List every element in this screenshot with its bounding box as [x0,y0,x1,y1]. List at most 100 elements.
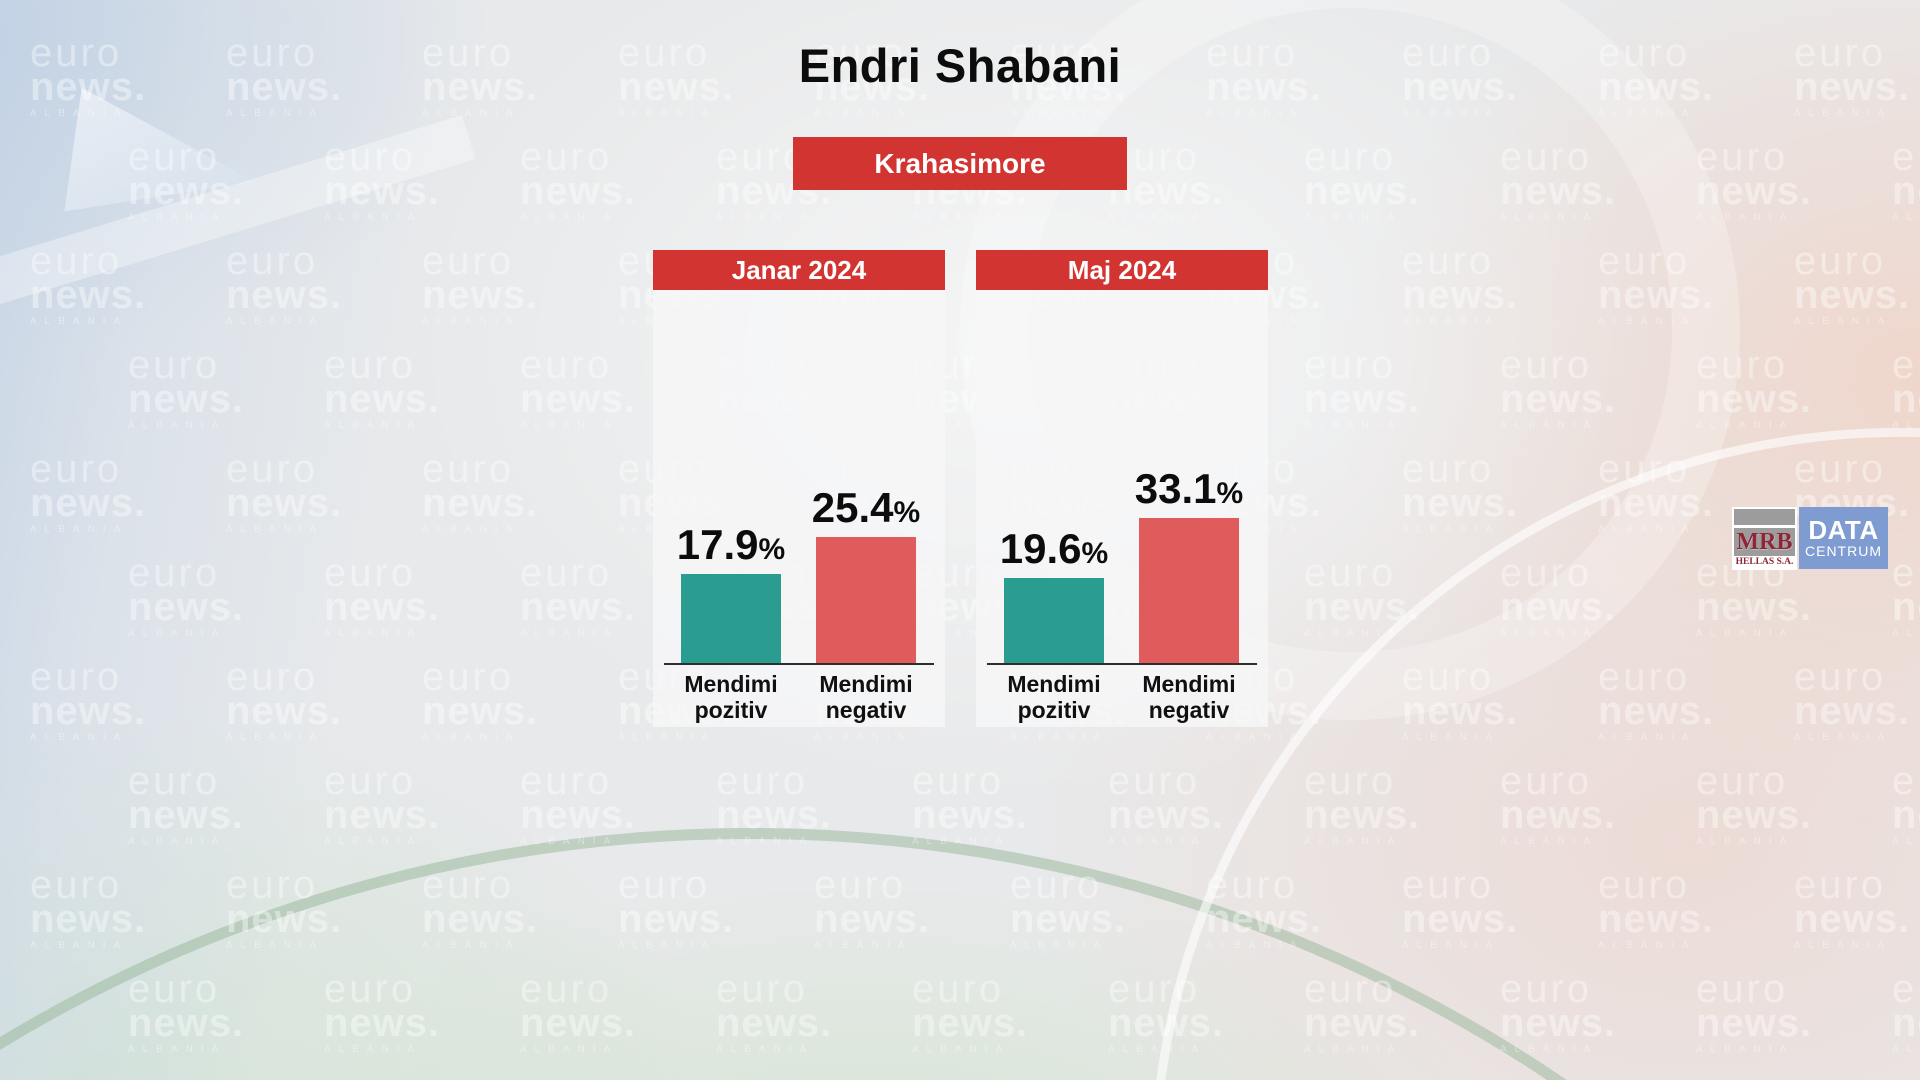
value-unit: % [1081,537,1109,570]
category-label-negative: Mendimi negativ [1142,671,1236,723]
chart-panel-janar-2024: Janar 2024 17.9% 25.4% Mendimi pozitiv M… [653,250,945,727]
axis-baseline [664,663,934,665]
bar-positive [681,574,781,664]
panel-header: Janar 2024 [653,250,945,290]
value-label: 33.1% [1135,465,1243,513]
panel-header: Maj 2024 [976,250,1268,290]
bar-column-positive: 17.9% [677,521,785,664]
comparison-badge: Krahasimore [793,137,1127,190]
value-label: 17.9% [677,521,785,569]
value-number: 19.6 [999,525,1082,572]
chart-panel-maj-2024: Maj 2024 19.6% 33.1% Mendimi pozitiv Men… [976,250,1268,727]
value-number: 33.1 [1134,465,1217,512]
category-label-positive: Mendimi pozitiv [684,671,778,723]
data-centrum-line1: DATA [1808,514,1879,545]
value-number: 25.4 [811,484,894,531]
page-title: Endri Shabani [798,39,1122,92]
mrb-logo-name: MRB [1734,528,1795,556]
category-label-negative: Mendimi negativ [819,671,913,723]
mrb-logo-subtitle: HELLAS S.A. [1735,557,1794,567]
value-unit: % [758,533,786,566]
mrb-logo: MRB HELLAS S.A. [1732,507,1797,570]
category-label-positive: Mendimi pozitiv [1007,671,1101,723]
plot-area: 17.9% 25.4% Mendimi pozitiv Mendimi nega… [653,290,945,727]
bar-negative [816,537,916,664]
plot-area: 19.6% 33.1% Mendimi pozitiv Mendimi nega… [976,290,1268,727]
value-number: 17.9 [676,521,759,568]
bar-negative [1139,518,1239,664]
data-centrum-logo: DATA CENTRUM [1799,507,1888,569]
data-centrum-line2: CENTRUM [1805,542,1882,559]
